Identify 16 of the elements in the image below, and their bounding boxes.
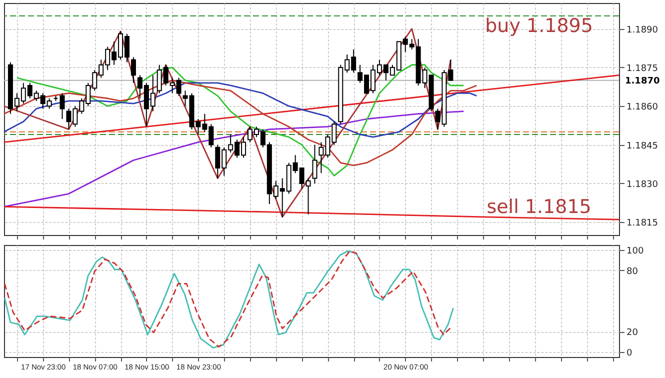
y-tick-label: 1.1830 (626, 180, 658, 190)
y-tick-label: 1.1875 (626, 64, 658, 74)
y-tick-label: 1.1860 (626, 102, 658, 113)
ref-line-label: 1.1870 (625, 76, 660, 86)
y-tick-label: 1.1815 (626, 218, 658, 229)
y-tick-label: 80 (626, 266, 638, 277)
y-tick-label: 1.1845 (626, 141, 658, 152)
candlestick (312, 144, 318, 184)
y-tick-label: 0 (626, 348, 632, 358)
y-tick-label: 100 (626, 246, 644, 257)
y-tick-label: 1.1890 (626, 25, 658, 36)
annotation: sell 1.1815 (486, 196, 592, 218)
annotation: buy 1.1895 (485, 14, 593, 37)
candlestick (60, 92, 65, 120)
candlestick (130, 56, 136, 84)
y-tick-label: 20 (626, 328, 638, 338)
